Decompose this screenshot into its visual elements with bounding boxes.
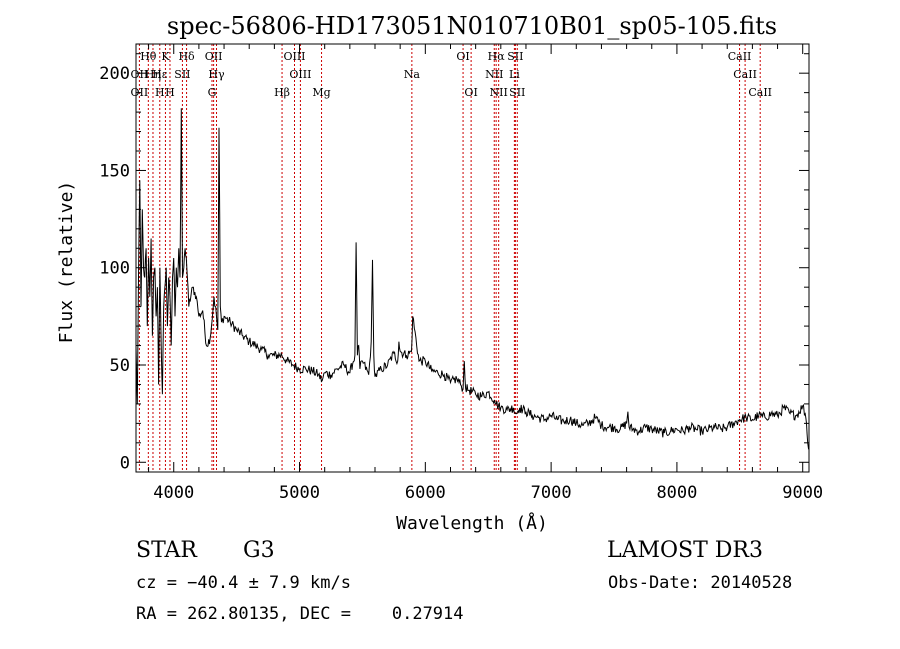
x-tick-label: 4000 bbox=[153, 483, 194, 503]
line-label: Li bbox=[509, 68, 520, 81]
x-tick-label: 6000 bbox=[405, 483, 446, 503]
y-axis-label: Flux (relative) bbox=[56, 181, 77, 344]
line-label: OII bbox=[205, 50, 223, 63]
object-class: STAR bbox=[136, 538, 197, 563]
coordinates: RA = 262.80135, DEC = 0.27914 bbox=[136, 604, 464, 624]
line-label: NII bbox=[485, 68, 503, 81]
plot-frame bbox=[135, 43, 810, 473]
redshift-readout: cz = −40.4 ± 7.9 km/s bbox=[136, 573, 351, 593]
y-axis-ticks: 0 50 100 150 200 bbox=[99, 53, 809, 473]
line-label: OII bbox=[131, 68, 149, 81]
line-label: Hα bbox=[488, 50, 506, 63]
spectrum-line bbox=[135, 108, 810, 450]
line-label: OI bbox=[456, 50, 469, 63]
subclass: G3 bbox=[243, 538, 275, 563]
line-label: CaII bbox=[733, 68, 757, 81]
line-label: Hε bbox=[152, 68, 168, 81]
x-axis-ticks: 4000 5000 6000 7000 8000 9000 bbox=[148, 44, 823, 503]
line-label: OIII bbox=[283, 50, 305, 63]
line-label: CaII bbox=[748, 86, 772, 99]
survey-name: LAMOST DR3 bbox=[607, 538, 763, 563]
line-label: SII bbox=[509, 86, 525, 99]
line-label: CaII bbox=[728, 50, 752, 63]
obs-date: Obs-Date: 20140528 bbox=[608, 573, 793, 593]
y-tick-label: 200 bbox=[99, 64, 130, 84]
x-axis-label: Wavelength (Å) bbox=[396, 512, 548, 534]
line-label: K bbox=[161, 50, 170, 63]
line-label: Hγ bbox=[208, 68, 225, 81]
line-label: Hδ bbox=[178, 50, 195, 63]
x-tick-label: 9000 bbox=[782, 483, 823, 503]
line-label: NII bbox=[490, 86, 508, 99]
line-label: OIII bbox=[289, 68, 311, 81]
chart-title: spec-56806-HD173051N010710B01_sp05-105.f… bbox=[167, 12, 777, 40]
line-label: H bbox=[155, 86, 165, 99]
line-label: OI bbox=[464, 86, 477, 99]
y-tick-label: 50 bbox=[110, 356, 130, 376]
line-label: Na bbox=[404, 68, 421, 81]
y-tick-label: 100 bbox=[99, 259, 130, 279]
line-label: Hβ bbox=[274, 86, 290, 99]
x-tick-label: 8000 bbox=[656, 483, 697, 503]
x-tick-label: 5000 bbox=[279, 483, 320, 503]
line-label: H bbox=[165, 86, 175, 99]
x-tick-label: 7000 bbox=[531, 483, 572, 503]
line-label: SII bbox=[507, 50, 523, 63]
y-tick-label: 0 bbox=[120, 453, 130, 473]
line-label: Hθ bbox=[140, 50, 157, 63]
y-tick-label: 150 bbox=[99, 161, 130, 181]
line-label: G bbox=[208, 86, 217, 99]
line-markers bbox=[138, 44, 761, 472]
line-label: Hη bbox=[145, 68, 161, 81]
line-label: Mg bbox=[312, 86, 330, 99]
line-label: SII bbox=[174, 68, 190, 81]
